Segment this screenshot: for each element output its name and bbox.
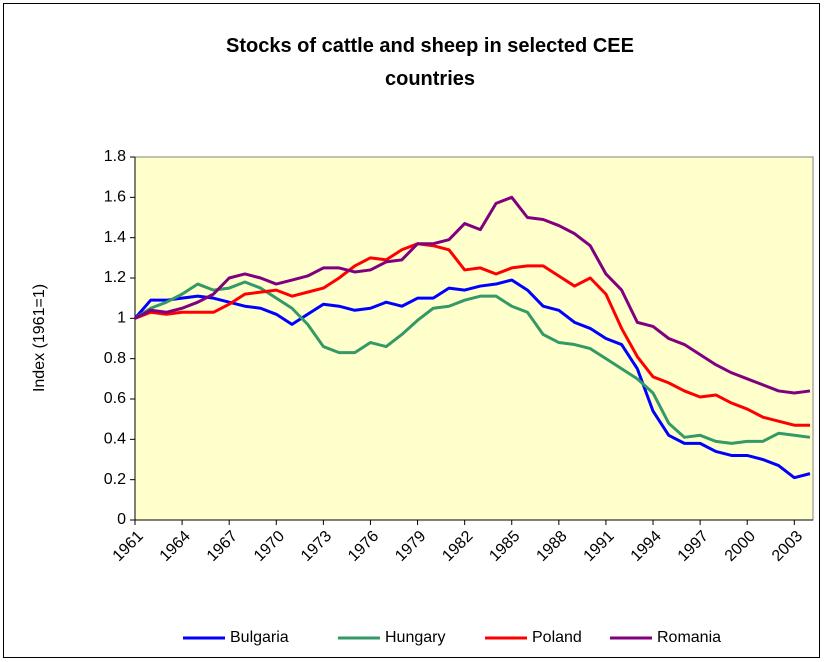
y-axis-label: Index (1961=1) (31, 284, 48, 392)
y-tick-label: 1.4 (104, 229, 126, 246)
x-tick-label: 1979 (392, 528, 429, 565)
x-tick-label: 1973 (298, 528, 335, 565)
series-line (134, 280, 811, 445)
series-line (134, 242, 810, 427)
chart-frame (3, 3, 820, 658)
x-tick-label: 2003 (769, 528, 806, 565)
x-tick-label: 1985 (486, 528, 523, 565)
y-tick-label: 1.6 (104, 189, 126, 206)
chart-title: Stocks of cattle and sheep in selected C… (226, 35, 634, 90)
legend-label: Poland (532, 629, 582, 646)
y-tick-label: 1 (117, 310, 126, 327)
y-tick-label: 0 (117, 511, 126, 528)
x-tick-label: 1961 (110, 528, 147, 565)
x-tick-label: 1994 (628, 528, 665, 565)
y-tick-label: 1.8 (104, 148, 126, 165)
y-tick-label: 0.8 (104, 350, 126, 367)
x-tick-label: 2000 (722, 528, 759, 565)
y-tick-label: 0.2 (104, 471, 126, 488)
series-line (134, 195, 811, 395)
y-tick-label: 1.2 (104, 269, 126, 286)
legend-label: Hungary (385, 629, 445, 646)
legend-label: Bulgaria (230, 629, 289, 646)
plot-area (134, 156, 814, 521)
y-tick-label: 0.4 (104, 431, 126, 448)
series-line (133, 278, 811, 480)
x-tick-label: 1982 (439, 528, 476, 565)
x-tick-label: 1997 (675, 528, 712, 565)
x-tick-label: 1967 (204, 528, 241, 565)
legend-label: Romania (657, 629, 721, 646)
x-tick-label: 1991 (581, 528, 618, 565)
x-tick-label: 1970 (251, 528, 288, 565)
y-tick-label: 0.6 (104, 390, 126, 407)
x-tick-label: 1964 (157, 528, 194, 565)
x-tick-label: 1976 (345, 528, 382, 565)
x-tick-label: 1988 (533, 528, 570, 565)
